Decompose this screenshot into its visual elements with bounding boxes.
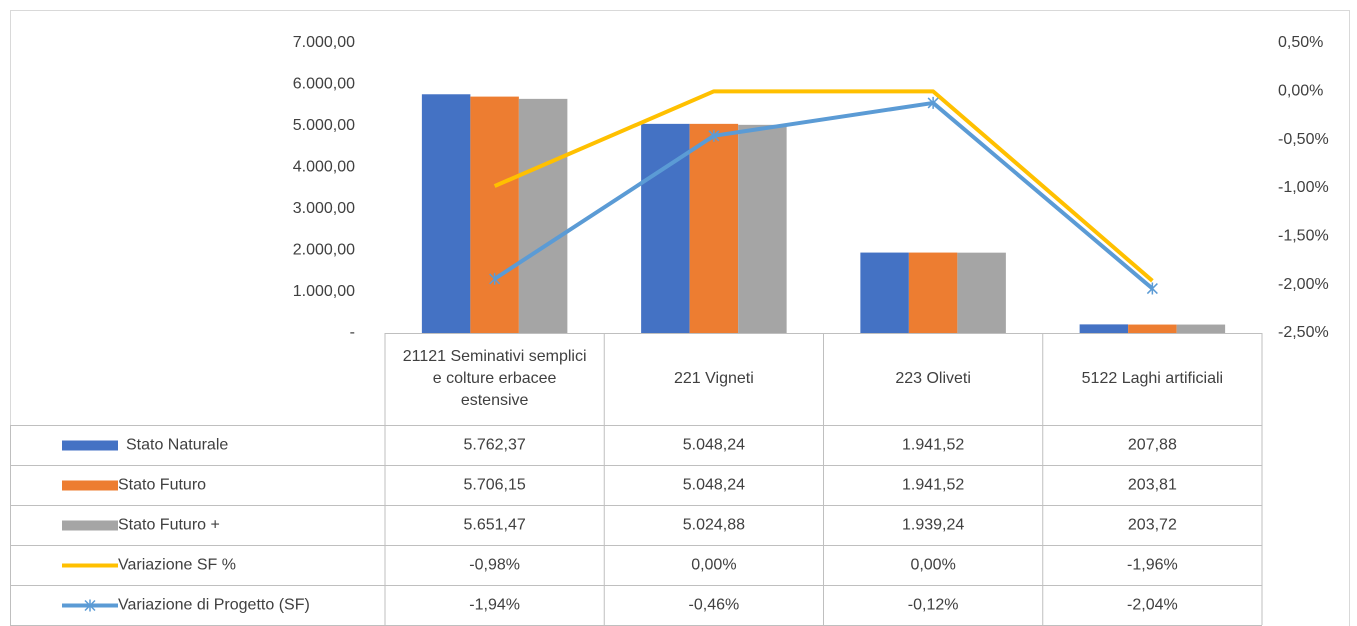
x-tick-label: 21121 Seminativi semplici e colture erba… xyxy=(402,348,587,409)
y-tick-label: 5.000,00 xyxy=(293,117,355,134)
legend-label: Stato Futuro xyxy=(118,477,206,494)
table-value: 5.706,15 xyxy=(463,477,525,494)
table-value: 207,88 xyxy=(1128,437,1177,454)
line-series xyxy=(493,100,1154,291)
category-cell: 5122 Laghi artificiali xyxy=(1081,370,1224,387)
x-tick-label: 5122 Laghi artificiali xyxy=(1081,370,1224,387)
table-value: 0,00% xyxy=(910,557,955,574)
y2-tick-label: -2,50% xyxy=(1278,324,1329,341)
table-value: 203,72 xyxy=(1128,517,1177,534)
table-value: -0,46% xyxy=(689,597,740,614)
y2-tick-label: -1,00% xyxy=(1278,179,1329,196)
bar xyxy=(470,96,519,333)
x-tick-label: 223 Oliveti xyxy=(895,370,971,387)
marker xyxy=(84,599,96,612)
line-series xyxy=(493,89,1154,283)
bar xyxy=(738,124,787,333)
line-marker xyxy=(1146,282,1158,295)
line-marker xyxy=(927,96,939,109)
x-tick-label: 221 Vigneti xyxy=(673,370,754,387)
table-value: 203,81 xyxy=(1128,477,1177,494)
category-cell: 21121 Seminativi semplici e colture erba… xyxy=(402,348,587,409)
y2-tick-label: -2,00% xyxy=(1278,276,1329,293)
bar xyxy=(908,252,958,333)
y-tick-label: 3.000,00 xyxy=(293,200,355,217)
line-marker xyxy=(708,129,720,142)
bar xyxy=(957,252,1006,333)
y2-tick-label: 0,00% xyxy=(1278,83,1323,100)
legend-label: Variazione SF % xyxy=(118,557,236,574)
y-tick-label: 2.000,00 xyxy=(293,241,355,258)
bar xyxy=(1079,324,1129,333)
y-tick-label: - xyxy=(350,324,355,341)
legend-swatch xyxy=(62,480,118,491)
y-tick-label: 1.000,00 xyxy=(293,283,355,300)
legend-swatch xyxy=(62,520,118,531)
bar xyxy=(421,94,471,333)
line-marker xyxy=(489,272,501,285)
table-value: -2,04% xyxy=(1127,597,1178,614)
legend-swatch xyxy=(62,440,118,451)
bar xyxy=(518,98,568,333)
category-cell: 221 Vigneti xyxy=(673,370,754,387)
chart-frame xyxy=(10,10,1350,626)
marker xyxy=(489,272,501,285)
table-value: 0,00% xyxy=(691,557,736,574)
table-value: -0,12% xyxy=(908,597,959,614)
bar xyxy=(1176,324,1226,333)
legend-label: Stato Futuro + xyxy=(118,517,220,534)
marker xyxy=(708,129,720,142)
bar xyxy=(1128,324,1177,333)
table-value: -0,98% xyxy=(469,557,520,574)
table-value: 1.941,52 xyxy=(902,477,964,494)
table-value: 5.048,24 xyxy=(683,477,745,494)
bar xyxy=(689,123,739,333)
table-value: 1.939,24 xyxy=(902,517,964,534)
table-value: -1,94% xyxy=(469,597,520,614)
table-value: 5.048,24 xyxy=(683,437,745,454)
bar xyxy=(860,252,909,333)
y2-tick-label: 0,50% xyxy=(1278,34,1323,51)
table-value: 5.024,88 xyxy=(683,517,745,534)
table-value: 5.651,47 xyxy=(463,517,525,534)
y2-tick-label: -0,50% xyxy=(1278,131,1329,148)
legend-marker xyxy=(84,599,96,612)
legend-label: Stato Naturale xyxy=(126,437,228,454)
marker xyxy=(927,96,939,109)
y2-tick-label: -1,50% xyxy=(1278,228,1329,245)
table-value: -1,96% xyxy=(1127,557,1178,574)
table-value: 1.941,52 xyxy=(902,437,964,454)
table-value: 5.762,37 xyxy=(463,437,525,454)
marker xyxy=(1146,282,1158,295)
y-tick-label: 4.000,00 xyxy=(293,159,355,176)
legend-label: Variazione di Progetto (SF) xyxy=(118,597,310,614)
y-tick-label: 7.000,00 xyxy=(293,34,355,51)
category-cell: 223 Oliveti xyxy=(895,370,971,387)
y-tick-label: 6.000,00 xyxy=(293,76,355,93)
